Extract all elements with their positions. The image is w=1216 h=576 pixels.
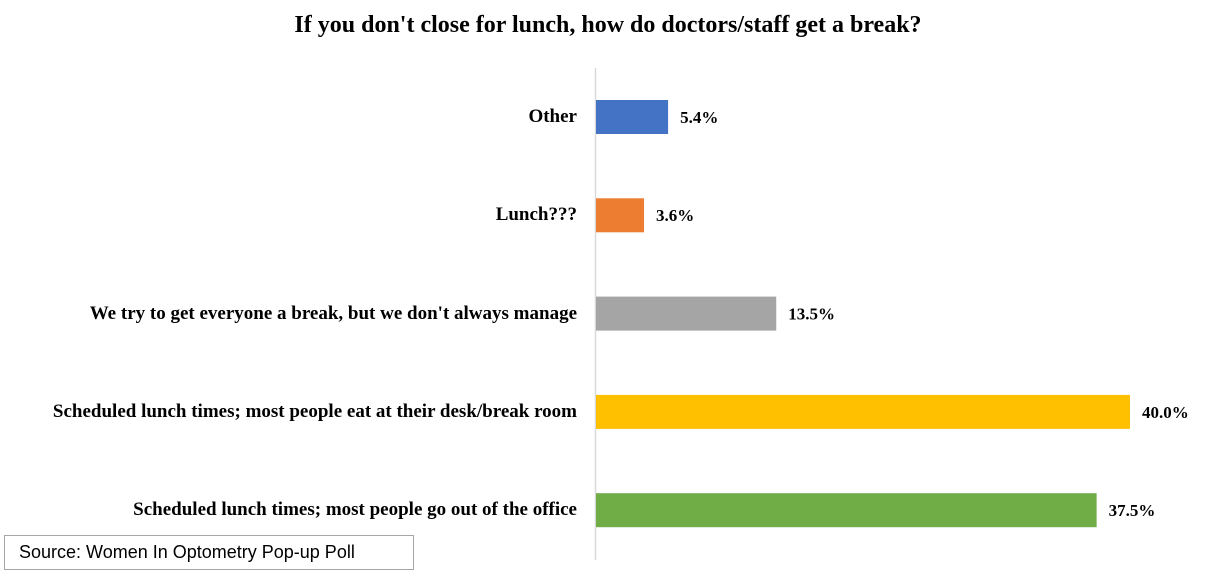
category-label: Other (528, 106, 577, 127)
data-label: 40.0% (1142, 403, 1189, 422)
data-label: 37.5% (1109, 501, 1156, 520)
bar (596, 493, 1097, 528)
category-label: Scheduled lunch times; most people go ou… (133, 499, 577, 521)
data-label: 5.4% (680, 108, 718, 127)
source-note: Source: Women In Optometry Pop-up Poll (4, 535, 414, 570)
data-label: 3.6% (656, 206, 694, 225)
category-label: We try to get everyone a break, but we d… (89, 302, 577, 324)
bar (596, 394, 1130, 429)
bar (596, 100, 669, 134)
data-label: 13.5% (788, 305, 835, 324)
category-label: Lunch??? (495, 204, 577, 226)
bar (596, 296, 777, 331)
category-label: Scheduled lunch times; most people eat a… (52, 400, 577, 422)
bar (596, 198, 645, 233)
chart-title: If you don't close for lunch, how do doc… (294, 12, 922, 38)
